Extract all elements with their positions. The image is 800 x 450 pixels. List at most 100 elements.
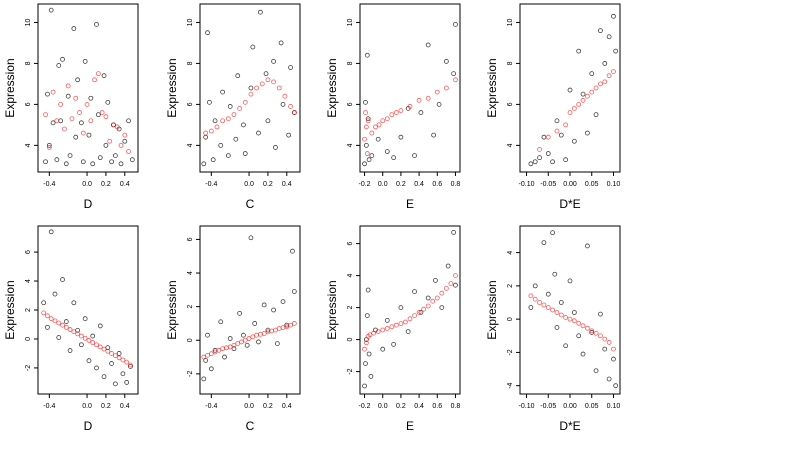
data-point <box>48 316 54 322</box>
data-point <box>563 343 569 349</box>
data-point <box>451 71 457 77</box>
data-point <box>208 351 214 357</box>
data-point <box>405 329 411 335</box>
data-point <box>218 319 224 325</box>
data-point <box>60 277 65 282</box>
data-point <box>436 101 442 107</box>
data-point <box>90 161 96 167</box>
data-point <box>92 77 98 83</box>
data-point <box>611 13 616 19</box>
series-fitted <box>41 310 133 368</box>
data-point <box>71 329 77 335</box>
data-point <box>231 346 237 352</box>
data-point <box>109 361 114 366</box>
data-point <box>291 321 297 326</box>
data-point <box>126 149 131 154</box>
data-point <box>94 365 99 371</box>
data-point <box>235 73 241 79</box>
data-point <box>532 296 538 302</box>
data-point <box>425 42 431 48</box>
y-tick-label: 4 <box>187 143 194 147</box>
data-point <box>613 383 619 389</box>
x-tick-label: 0.2 <box>101 181 111 188</box>
data-point <box>375 329 381 335</box>
y-tick-label: 0 <box>25 337 32 341</box>
data-point <box>248 91 254 97</box>
data-point <box>80 159 86 165</box>
series-observed <box>528 230 619 389</box>
data-point <box>278 40 284 46</box>
data-point <box>208 366 214 372</box>
x-axis-label: E <box>406 197 414 211</box>
data-point <box>60 322 65 328</box>
data-point <box>380 327 386 333</box>
data-point <box>280 299 286 305</box>
data-point <box>63 319 69 324</box>
data-point <box>111 122 116 128</box>
data-point <box>248 235 254 241</box>
data-point <box>203 134 209 140</box>
data-point <box>63 161 69 167</box>
x-tick-label: 0.4 <box>282 403 292 410</box>
y-tick-label: -2 <box>187 371 194 377</box>
data-point <box>418 110 424 115</box>
data-point <box>82 58 88 64</box>
data-point <box>366 351 372 357</box>
y-tick-label: 10 <box>25 18 32 26</box>
data-point <box>364 52 370 58</box>
scatter-panel: -0.10 -0.05 0.00 0.05 0.10 4 6 8 10 D*E Expression <box>485 3 621 211</box>
data-point <box>611 69 616 75</box>
data-point <box>412 153 417 159</box>
data-point <box>584 243 590 249</box>
y-tick-label: 8 <box>187 61 194 65</box>
data-point <box>201 376 207 382</box>
data-point <box>576 320 582 326</box>
scatter-panel: -0.2 0.0 0.2 0.4 0.6 0.8 -2 0 2 4 6 E Expression <box>325 225 461 433</box>
series-observed <box>201 235 297 382</box>
data-point <box>364 313 370 319</box>
y-tick-label: 4 <box>25 143 32 147</box>
data-point <box>94 22 99 27</box>
data-point <box>269 328 275 334</box>
data-point <box>606 376 612 382</box>
data-point <box>282 93 288 99</box>
data-point <box>532 283 538 289</box>
data-point <box>45 324 50 330</box>
data-point <box>554 310 560 315</box>
data-point <box>363 361 368 367</box>
data-point <box>56 63 62 68</box>
series-observed <box>362 22 458 167</box>
data-point <box>88 118 94 124</box>
data-point <box>448 281 454 287</box>
data-point <box>580 91 586 97</box>
data-point <box>116 355 122 361</box>
data-point <box>541 134 547 140</box>
data-point <box>598 28 603 34</box>
data-point <box>532 159 538 165</box>
scatter-panel: -0.4 0.0 0.2 0.4 4 6 8 10 C Expression <box>165 3 301 211</box>
data-point <box>373 124 378 130</box>
data-point <box>126 118 131 124</box>
series-observed <box>528 13 619 167</box>
plot-frame <box>519 225 621 395</box>
data-point <box>528 161 534 167</box>
data-point <box>69 116 75 122</box>
data-point <box>254 332 260 338</box>
data-point <box>602 336 608 342</box>
x-tick-label: -0.2 <box>359 181 371 188</box>
data-point <box>593 330 599 336</box>
data-point <box>434 295 440 301</box>
y-tick-label: 10 <box>347 18 354 26</box>
y-tick-label: 10 <box>187 18 194 26</box>
data-point <box>593 85 599 91</box>
data-point <box>545 291 551 297</box>
data-point <box>545 305 551 310</box>
plot-frame <box>199 3 301 173</box>
data-point <box>567 110 573 115</box>
data-point <box>90 333 96 339</box>
data-point <box>611 356 616 362</box>
data-point <box>363 142 369 148</box>
data-point <box>589 71 595 77</box>
y-axis-label: Expression <box>3 280 17 339</box>
data-point <box>78 342 84 348</box>
